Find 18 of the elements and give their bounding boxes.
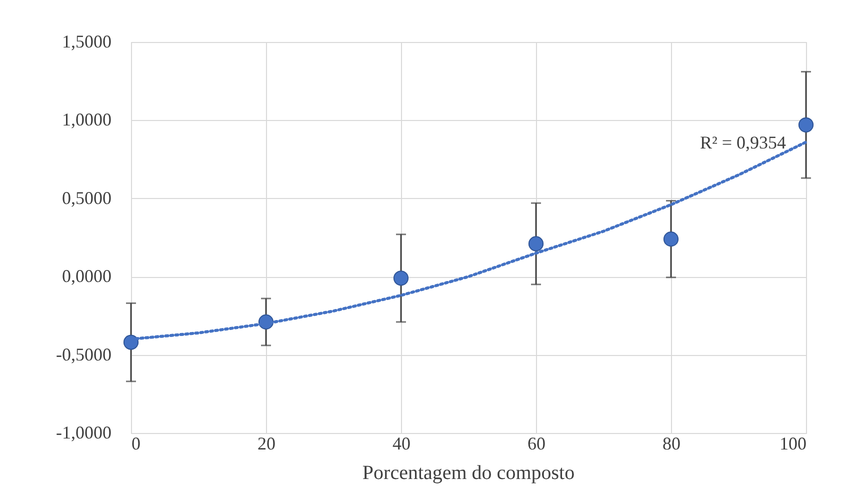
x-tick-label: 60: [528, 434, 546, 454]
x-tick-label: 80: [662, 434, 680, 454]
point: [528, 236, 544, 252]
y-tick-label: 1,0000: [62, 110, 112, 130]
y-tick-label: 1,5000: [62, 32, 112, 52]
x-tick-label: 0: [132, 434, 140, 454]
point: [663, 232, 679, 247]
x-tick-label: 100: [780, 434, 806, 454]
y-tick-label: 0,0000: [62, 266, 112, 286]
y-tick-label: -0,5000: [56, 344, 112, 364]
x-axis-title: Porcentagem do composto: [362, 462, 575, 484]
point: [798, 117, 814, 132]
x-tick-label: 40: [392, 434, 410, 454]
annotation: R² = 0,9354: [700, 132, 786, 153]
y-tick-label: -1,0000: [56, 422, 112, 442]
point: [393, 270, 409, 286]
x-tick-label: 20: [258, 434, 276, 454]
y-tick-label: 0,5000: [62, 188, 112, 208]
